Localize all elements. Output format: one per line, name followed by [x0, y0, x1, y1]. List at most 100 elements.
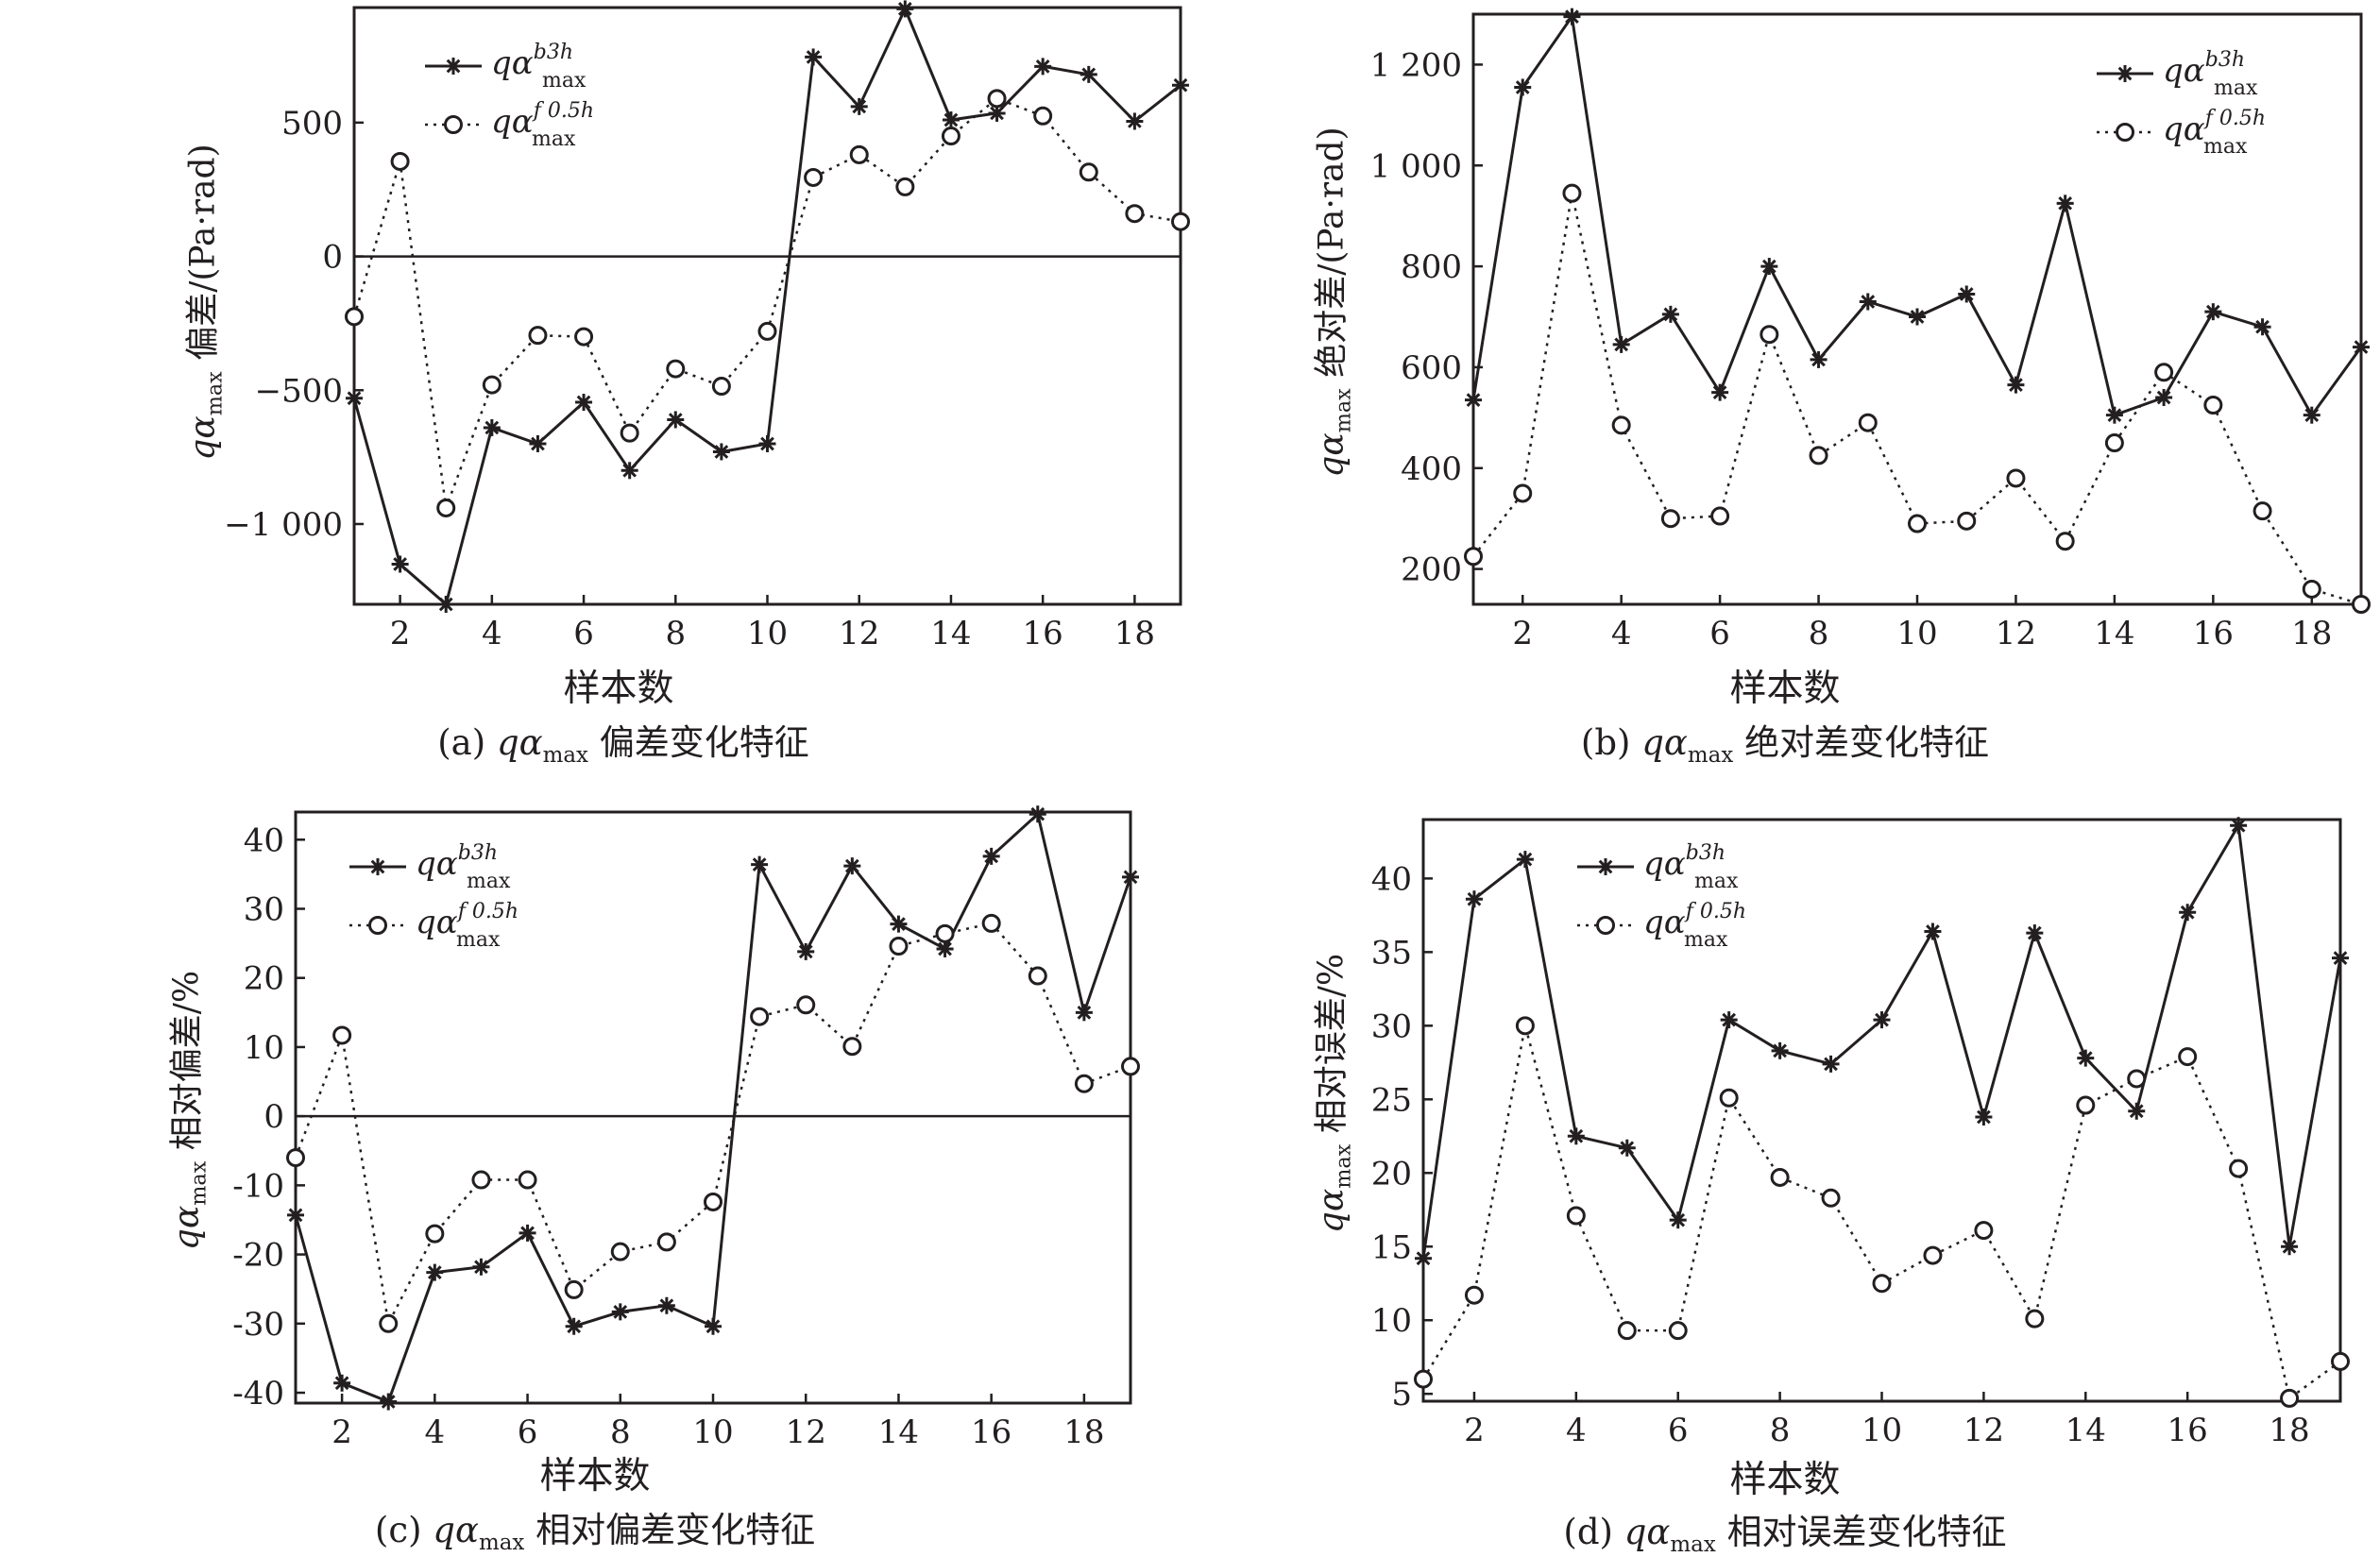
data-point-b3h	[1711, 383, 1729, 401]
data-point-f05h	[1171, 212, 1190, 231]
x-axis-label-c: 样本数	[539, 1455, 651, 1498]
y-tick-label: 20	[244, 960, 284, 998]
x-tick-label: 18	[2269, 1412, 2309, 1449]
data-point-b3h	[437, 596, 455, 613]
data-point-f05h	[2006, 468, 2026, 488]
data-point-b3h	[518, 1224, 536, 1242]
legend-label-b3h: qαb3h max	[1643, 841, 1739, 893]
data-point-f05h	[889, 937, 909, 956]
data-point-b3h	[850, 97, 868, 115]
x-tick-label: 14	[2094, 615, 2134, 652]
data-point-f05h	[1079, 162, 1098, 182]
y-tick-label: -20	[232, 1237, 284, 1275]
data-point-f05h	[1974, 1221, 1994, 1241]
data-point-b3h	[1122, 868, 1139, 886]
data-point-f05h	[379, 1313, 399, 1333]
data-point-b3h	[1514, 78, 1532, 96]
data-point-b3h	[1771, 1041, 1789, 1059]
data-point-b3h	[565, 1317, 583, 1335]
y-tick-label: −500	[255, 372, 343, 410]
data-point-f05h	[1760, 325, 1779, 345]
data-point-f05h	[518, 1170, 537, 1190]
series-f05h-markers	[1414, 1016, 2350, 1408]
data-point-b3h	[2056, 195, 2074, 212]
series-f05h-markers	[1464, 183, 2371, 614]
x-tick-label: 10	[692, 1413, 733, 1451]
data-point-f05h	[1562, 183, 1582, 203]
x-tick-label: 4	[482, 615, 502, 652]
data-point-b3h	[1516, 851, 1534, 869]
x-tick-label: 18	[1114, 615, 1155, 652]
data-point-f05h	[564, 1279, 584, 1299]
data-point-f05h	[1957, 511, 1977, 531]
data-point-b3h	[1760, 258, 1778, 276]
series-b3h-line	[352, 5, 1182, 607]
x-tick-label: 16	[2168, 1412, 2208, 1449]
data-point-b3h	[611, 1303, 629, 1321]
chart-panel-c: 2 4 6 8 10 12 14 16 18 -40 -30 -20 -10 0 10 20 30 40 qαb3h…	[0, 772, 1190, 1555]
legend-label-b3h: qαb3h max	[491, 41, 586, 93]
data-point-b3h	[1612, 335, 1630, 353]
data-point-b3h	[1465, 391, 1482, 409]
data-point-f05h	[1710, 506, 1730, 526]
x-tick-label: 4	[425, 1413, 446, 1451]
data-point-f05h	[1464, 1285, 1484, 1305]
data-point-b3h	[2230, 817, 2248, 835]
data-point-b3h	[2332, 949, 2349, 967]
data-point-f05h	[482, 375, 502, 395]
data-point-f05h	[796, 995, 816, 1015]
x-tick-label: 16	[2193, 615, 2234, 652]
data-point-b3h	[1034, 58, 1052, 76]
x-tick-label: 6	[1709, 615, 1730, 652]
data-point-b3h	[1563, 8, 1581, 25]
x-tick-label: 4	[1611, 615, 1632, 652]
y-tick-label: 1 000	[1370, 147, 1462, 185]
data-point-b3h	[667, 411, 685, 429]
series-b3h-markers	[1415, 817, 2349, 1267]
data-point-f05h	[390, 151, 410, 171]
data-point-f05h	[1033, 106, 1053, 126]
y-tick-label: 600	[1401, 349, 1462, 387]
caption-d: (d) qαmax 相对误差变化特征	[1563, 1512, 2007, 1557]
data-point-b3h	[575, 394, 593, 412]
legend: qαb3h max qαf 0.5h max	[349, 841, 518, 952]
x-tick-label: 6	[573, 615, 594, 652]
data-point-b3h	[1924, 922, 1942, 940]
data-point-b3h	[890, 915, 908, 933]
data-point-f05h	[1125, 204, 1145, 224]
data-point-b3h	[287, 1206, 304, 1224]
data-point-b3h	[1075, 1004, 1093, 1022]
legend-marker-f05h	[1596, 916, 1615, 935]
x-tick-label: 8	[665, 615, 686, 652]
y-tick-label: 30	[244, 891, 284, 929]
data-point-f05h	[2302, 579, 2321, 599]
x-tick-label: 12	[1964, 1412, 2004, 1449]
data-point-f05h	[1515, 1016, 1535, 1036]
data-point-b3h	[843, 857, 861, 875]
data-point-b3h	[2303, 406, 2320, 424]
caption-b: (b) qαmax 绝对差变化特征	[1580, 722, 1990, 769]
data-point-b3h	[2128, 1102, 2146, 1120]
x-tick-label: 14	[878, 1413, 919, 1451]
x-axis-label-a: 样本数	[563, 668, 674, 710]
data-point-f05h	[436, 498, 456, 517]
x-tick-label: 10	[1862, 1412, 1902, 1449]
y-tick-label: 25	[1371, 1081, 1412, 1119]
data-point-b3h	[805, 48, 823, 66]
data-point-f05h	[2055, 532, 2075, 551]
data-point-f05h	[2127, 1069, 2147, 1089]
data-point-f05h	[757, 321, 777, 341]
data-point-f05h	[2352, 595, 2371, 614]
x-tick-label: 2	[390, 615, 411, 652]
legend-marker-f05h	[444, 115, 463, 134]
y-tick-label: 800	[1401, 248, 1462, 286]
legend-label-f05h: qαf 0.5h max	[2163, 107, 2266, 159]
plot-area-d: 2 4 6 8 10 12 14 16 18 5 10 15 20 25 30 35 40 qαb3h max qαf…	[1371, 817, 2350, 1449]
caption-a: (a) qαmax 偏差变化特征	[437, 722, 809, 769]
data-point-f05h	[1668, 1321, 1688, 1341]
y-tick-label: 35	[1371, 934, 1412, 972]
legend: qαb3h max qαf 0.5h max	[425, 41, 594, 151]
series-b3h-markers	[346, 0, 1189, 613]
x-tick-label: 4	[1566, 1412, 1587, 1449]
data-point-f05h	[425, 1224, 445, 1244]
